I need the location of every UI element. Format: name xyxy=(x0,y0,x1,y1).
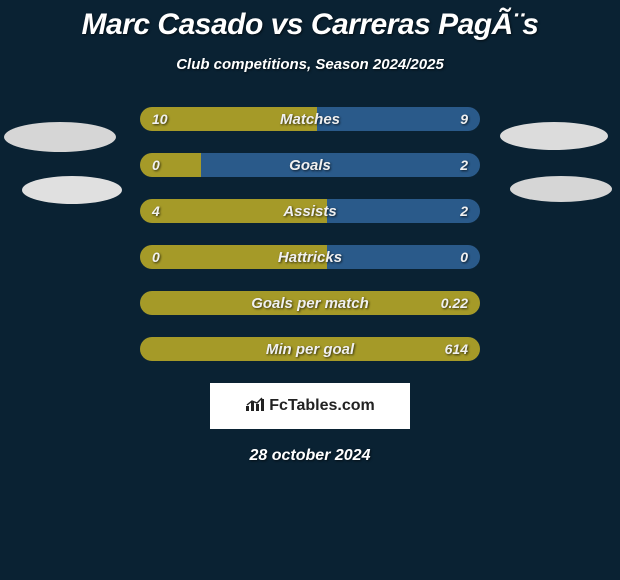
ellipse-left2 xyxy=(22,176,122,204)
stat-value-right: 0 xyxy=(460,245,468,269)
bar-left xyxy=(140,199,327,223)
bar-left xyxy=(140,337,480,361)
stat-value-right: 614 xyxy=(445,337,468,361)
date: 28 october 2024 xyxy=(0,447,620,465)
stat-row-hattricks: Hattricks00 xyxy=(140,245,480,269)
stat-value-left: 10 xyxy=(152,107,168,131)
stat-value-left: 4 xyxy=(152,199,160,223)
stat-value-right: 2 xyxy=(460,153,468,177)
stats-bars: Matches109Goals02Assists42Hattricks00Goa… xyxy=(140,107,480,361)
logo-text: FcTables.com xyxy=(269,397,375,415)
bar-right xyxy=(327,199,480,223)
bar-right xyxy=(327,245,480,269)
page-title: Marc Casado vs Carreras PagÃ¨s xyxy=(0,0,620,42)
logo: FcTables.com xyxy=(245,396,375,417)
ellipse-right1 xyxy=(500,122,608,150)
stat-value-left: 0 xyxy=(152,153,160,177)
bar-left xyxy=(140,245,327,269)
stat-value-right: 9 xyxy=(460,107,468,131)
bar-right xyxy=(317,107,480,131)
bar-right xyxy=(201,153,480,177)
stat-row-matches: Matches109 xyxy=(140,107,480,131)
stat-value-right: 2 xyxy=(460,199,468,223)
stat-row-assists: Assists42 xyxy=(140,199,480,223)
bar-left xyxy=(140,291,480,315)
logo-box: FcTables.com xyxy=(210,383,410,429)
chart-icon xyxy=(245,396,265,417)
stat-value-left: 0 xyxy=(152,245,160,269)
stat-row-min-per-goal: Min per goal614 xyxy=(140,337,480,361)
stat-value-right: 0.22 xyxy=(441,291,468,315)
subtitle: Club competitions, Season 2024/2025 xyxy=(0,56,620,73)
stat-row-goals-per-match: Goals per match0.22 xyxy=(140,291,480,315)
ellipse-left1 xyxy=(4,122,116,152)
ellipse-right2 xyxy=(510,176,612,202)
bar-left xyxy=(140,153,201,177)
stat-row-goals: Goals02 xyxy=(140,153,480,177)
